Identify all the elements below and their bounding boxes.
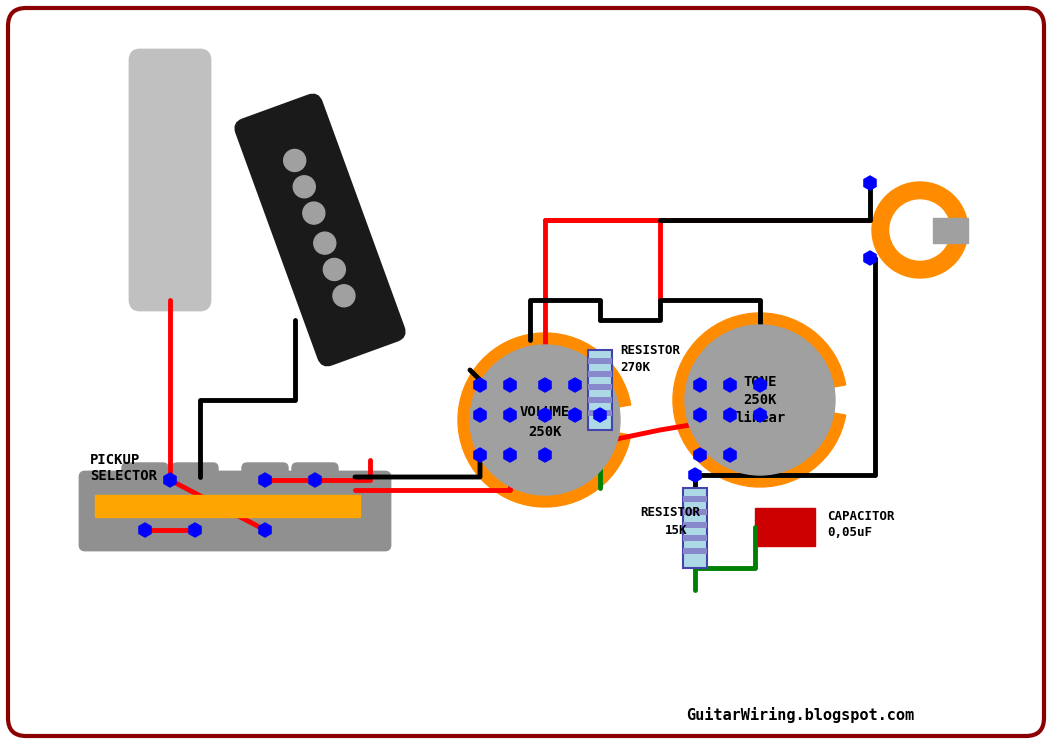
Bar (683, 522, 707, 528)
Circle shape (303, 202, 325, 224)
Circle shape (332, 285, 355, 307)
FancyBboxPatch shape (130, 50, 210, 310)
FancyBboxPatch shape (242, 463, 288, 503)
FancyBboxPatch shape (236, 95, 404, 365)
Bar (683, 488, 707, 568)
Text: 270K: 270K (620, 361, 650, 373)
Bar (588, 397, 612, 403)
Bar (588, 371, 612, 377)
Text: PICKUP
SELECTOR: PICKUP SELECTOR (90, 453, 157, 483)
Bar (683, 535, 707, 541)
Wedge shape (673, 313, 846, 487)
Circle shape (470, 345, 620, 495)
Bar (683, 548, 707, 554)
Bar (683, 509, 707, 515)
Bar (933, 218, 968, 243)
Text: GuitarWiring.blogspot.com: GuitarWiring.blogspot.com (686, 707, 914, 723)
FancyBboxPatch shape (292, 463, 338, 503)
Text: 0,05uF: 0,05uF (827, 527, 872, 539)
Circle shape (323, 258, 345, 280)
Circle shape (890, 200, 950, 260)
Bar (95, 495, 360, 517)
Text: 15K: 15K (665, 524, 688, 536)
Text: linear: linear (735, 411, 785, 425)
Text: CAPACITOR: CAPACITOR (827, 510, 894, 522)
Circle shape (685, 325, 835, 475)
Text: 250K: 250K (528, 425, 562, 439)
Bar (683, 496, 707, 502)
FancyBboxPatch shape (80, 472, 390, 550)
Bar (588, 384, 612, 390)
Bar (588, 410, 612, 416)
Bar (755, 508, 815, 546)
Circle shape (313, 232, 336, 254)
Wedge shape (458, 333, 631, 507)
FancyBboxPatch shape (171, 463, 218, 503)
Bar (588, 350, 612, 430)
Text: RESISTOR: RESISTOR (640, 507, 700, 519)
FancyBboxPatch shape (8, 8, 1044, 736)
Text: RESISTOR: RESISTOR (620, 344, 680, 356)
Circle shape (294, 176, 316, 198)
Text: TONE: TONE (744, 375, 776, 389)
Circle shape (872, 182, 968, 278)
Circle shape (284, 150, 306, 171)
Bar (588, 358, 612, 364)
Text: 250K: 250K (744, 393, 776, 407)
FancyBboxPatch shape (122, 463, 168, 503)
Text: VOLUME: VOLUME (520, 405, 570, 419)
